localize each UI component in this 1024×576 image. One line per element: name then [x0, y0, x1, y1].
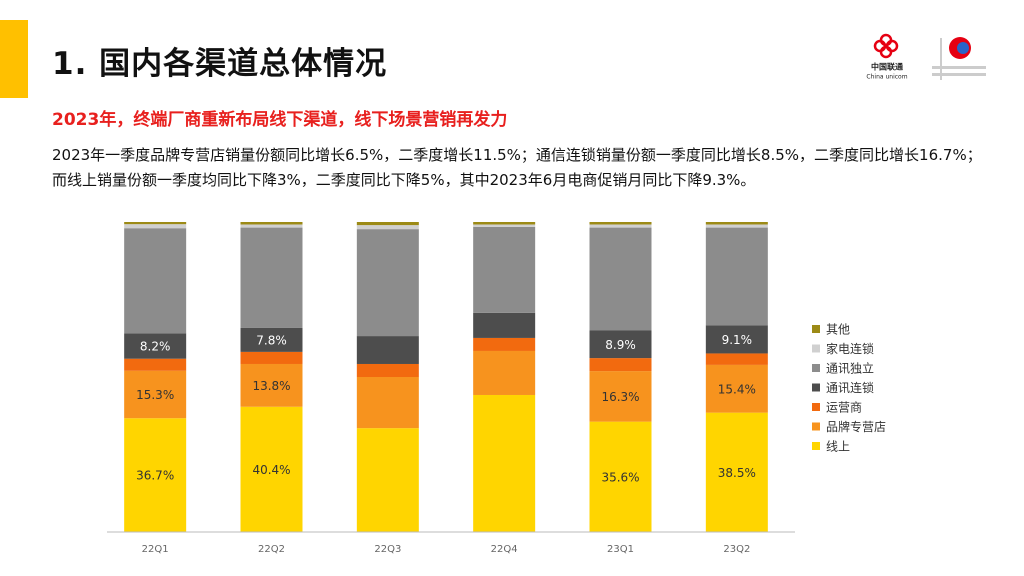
- legend-swatch: [812, 325, 820, 333]
- logo-en: China unicom: [866, 74, 907, 81]
- bar-segment: [705, 412, 768, 532]
- bar-segment: [356, 377, 419, 429]
- bar-segment: [356, 363, 419, 377]
- bar-segment: [356, 229, 419, 337]
- bar-segment: [124, 222, 187, 225]
- bar-segment: [124, 358, 187, 371]
- bar-segment: [240, 327, 303, 352]
- legend-label: 运营商: [826, 400, 862, 415]
- x-tick-label: 22Q3: [374, 544, 401, 555]
- data-label: 7.8%: [256, 333, 287, 347]
- legend-label: 其他: [826, 323, 850, 337]
- accent-bar: [0, 20, 28, 98]
- bar-segment: [473, 394, 536, 532]
- data-label: 36.7%: [136, 469, 174, 483]
- legend-label: 通讯连锁: [826, 380, 874, 395]
- body-text: 2023年一季度品牌专营店销量份额同比增长6.5%，二季度增长11.5%；通信连…: [52, 146, 982, 189]
- logo: [873, 33, 986, 80]
- bar-segment: [705, 364, 768, 413]
- bar-segment: [705, 224, 768, 228]
- bar-segment: [705, 325, 768, 354]
- x-tick-label: 22Q4: [491, 544, 518, 555]
- data-label: 38.5%: [718, 466, 756, 480]
- bar-segment: [473, 224, 536, 227]
- bar-segment: [589, 222, 652, 225]
- bar-segment: [473, 226, 536, 313]
- data-label: 16.3%: [601, 390, 639, 404]
- bar-segment: [705, 222, 768, 225]
- legend-swatch: [812, 383, 820, 392]
- bar-segment: [356, 336, 419, 364]
- x-tick-label: 22Q2: [258, 544, 285, 555]
- data-label: 15.3%: [136, 388, 174, 402]
- bar-segment: [240, 227, 303, 328]
- bar-segment: [124, 228, 187, 334]
- bar-segment: [240, 224, 303, 228]
- bar-segment: [240, 406, 303, 532]
- bar-segment: [473, 222, 536, 225]
- bar-segment: [356, 428, 419, 532]
- data-label: 13.8%: [252, 379, 290, 393]
- bar-segment: [124, 370, 187, 419]
- legend-swatch: [812, 422, 820, 431]
- bar-segment: [589, 371, 652, 422]
- bar-segment: [705, 353, 768, 365]
- legend-swatch: [812, 364, 820, 372]
- data-label: 8.9%: [605, 338, 636, 352]
- legend-swatch: [812, 442, 820, 450]
- slide-title: 1. 国内各渠道总体情况: [52, 46, 388, 82]
- bar-segment: [240, 363, 303, 407]
- bar-segment: [473, 337, 536, 351]
- bar-segment: [589, 227, 652, 331]
- data-label: 9.1%: [722, 333, 753, 347]
- bar-segment: [240, 351, 303, 364]
- data-label: 15.4%: [718, 382, 756, 396]
- bar-segment: [240, 222, 303, 225]
- bar-segment: [589, 421, 652, 532]
- legend-swatch: [812, 344, 820, 353]
- bar-segment: [589, 358, 652, 372]
- bar-segment: [589, 224, 652, 228]
- data-label: 35.6%: [601, 470, 639, 484]
- data-label: 8.2%: [140, 340, 171, 354]
- bar-segment: [356, 222, 419, 226]
- bar-segment: [124, 224, 187, 229]
- bar-segment: [124, 333, 187, 359]
- bar-segment: [124, 418, 187, 532]
- subtitle: 2023年，终端厂商重新布局线下渠道，线下场景营销再发力: [52, 110, 508, 130]
- bar-segment: [705, 227, 768, 326]
- legend-label: 品牌专营店: [826, 419, 886, 434]
- logo-cn: 中国联通: [871, 62, 903, 72]
- legend-swatch: [812, 403, 820, 411]
- legend-label: 线上: [826, 440, 850, 454]
- x-tick-label: 22Q1: [142, 544, 169, 555]
- data-label: 40.4%: [252, 463, 290, 477]
- bar-segment: [473, 350, 536, 395]
- bar-segment: [473, 312, 536, 338]
- bar-segment: [589, 330, 652, 359]
- legend-label: 家电连锁: [826, 341, 874, 356]
- x-tick-label: 23Q1: [607, 544, 634, 555]
- bar-segment: [356, 225, 419, 230]
- legend-label: 通讯独立: [826, 361, 874, 376]
- x-tick-label: 23Q2: [723, 544, 750, 555]
